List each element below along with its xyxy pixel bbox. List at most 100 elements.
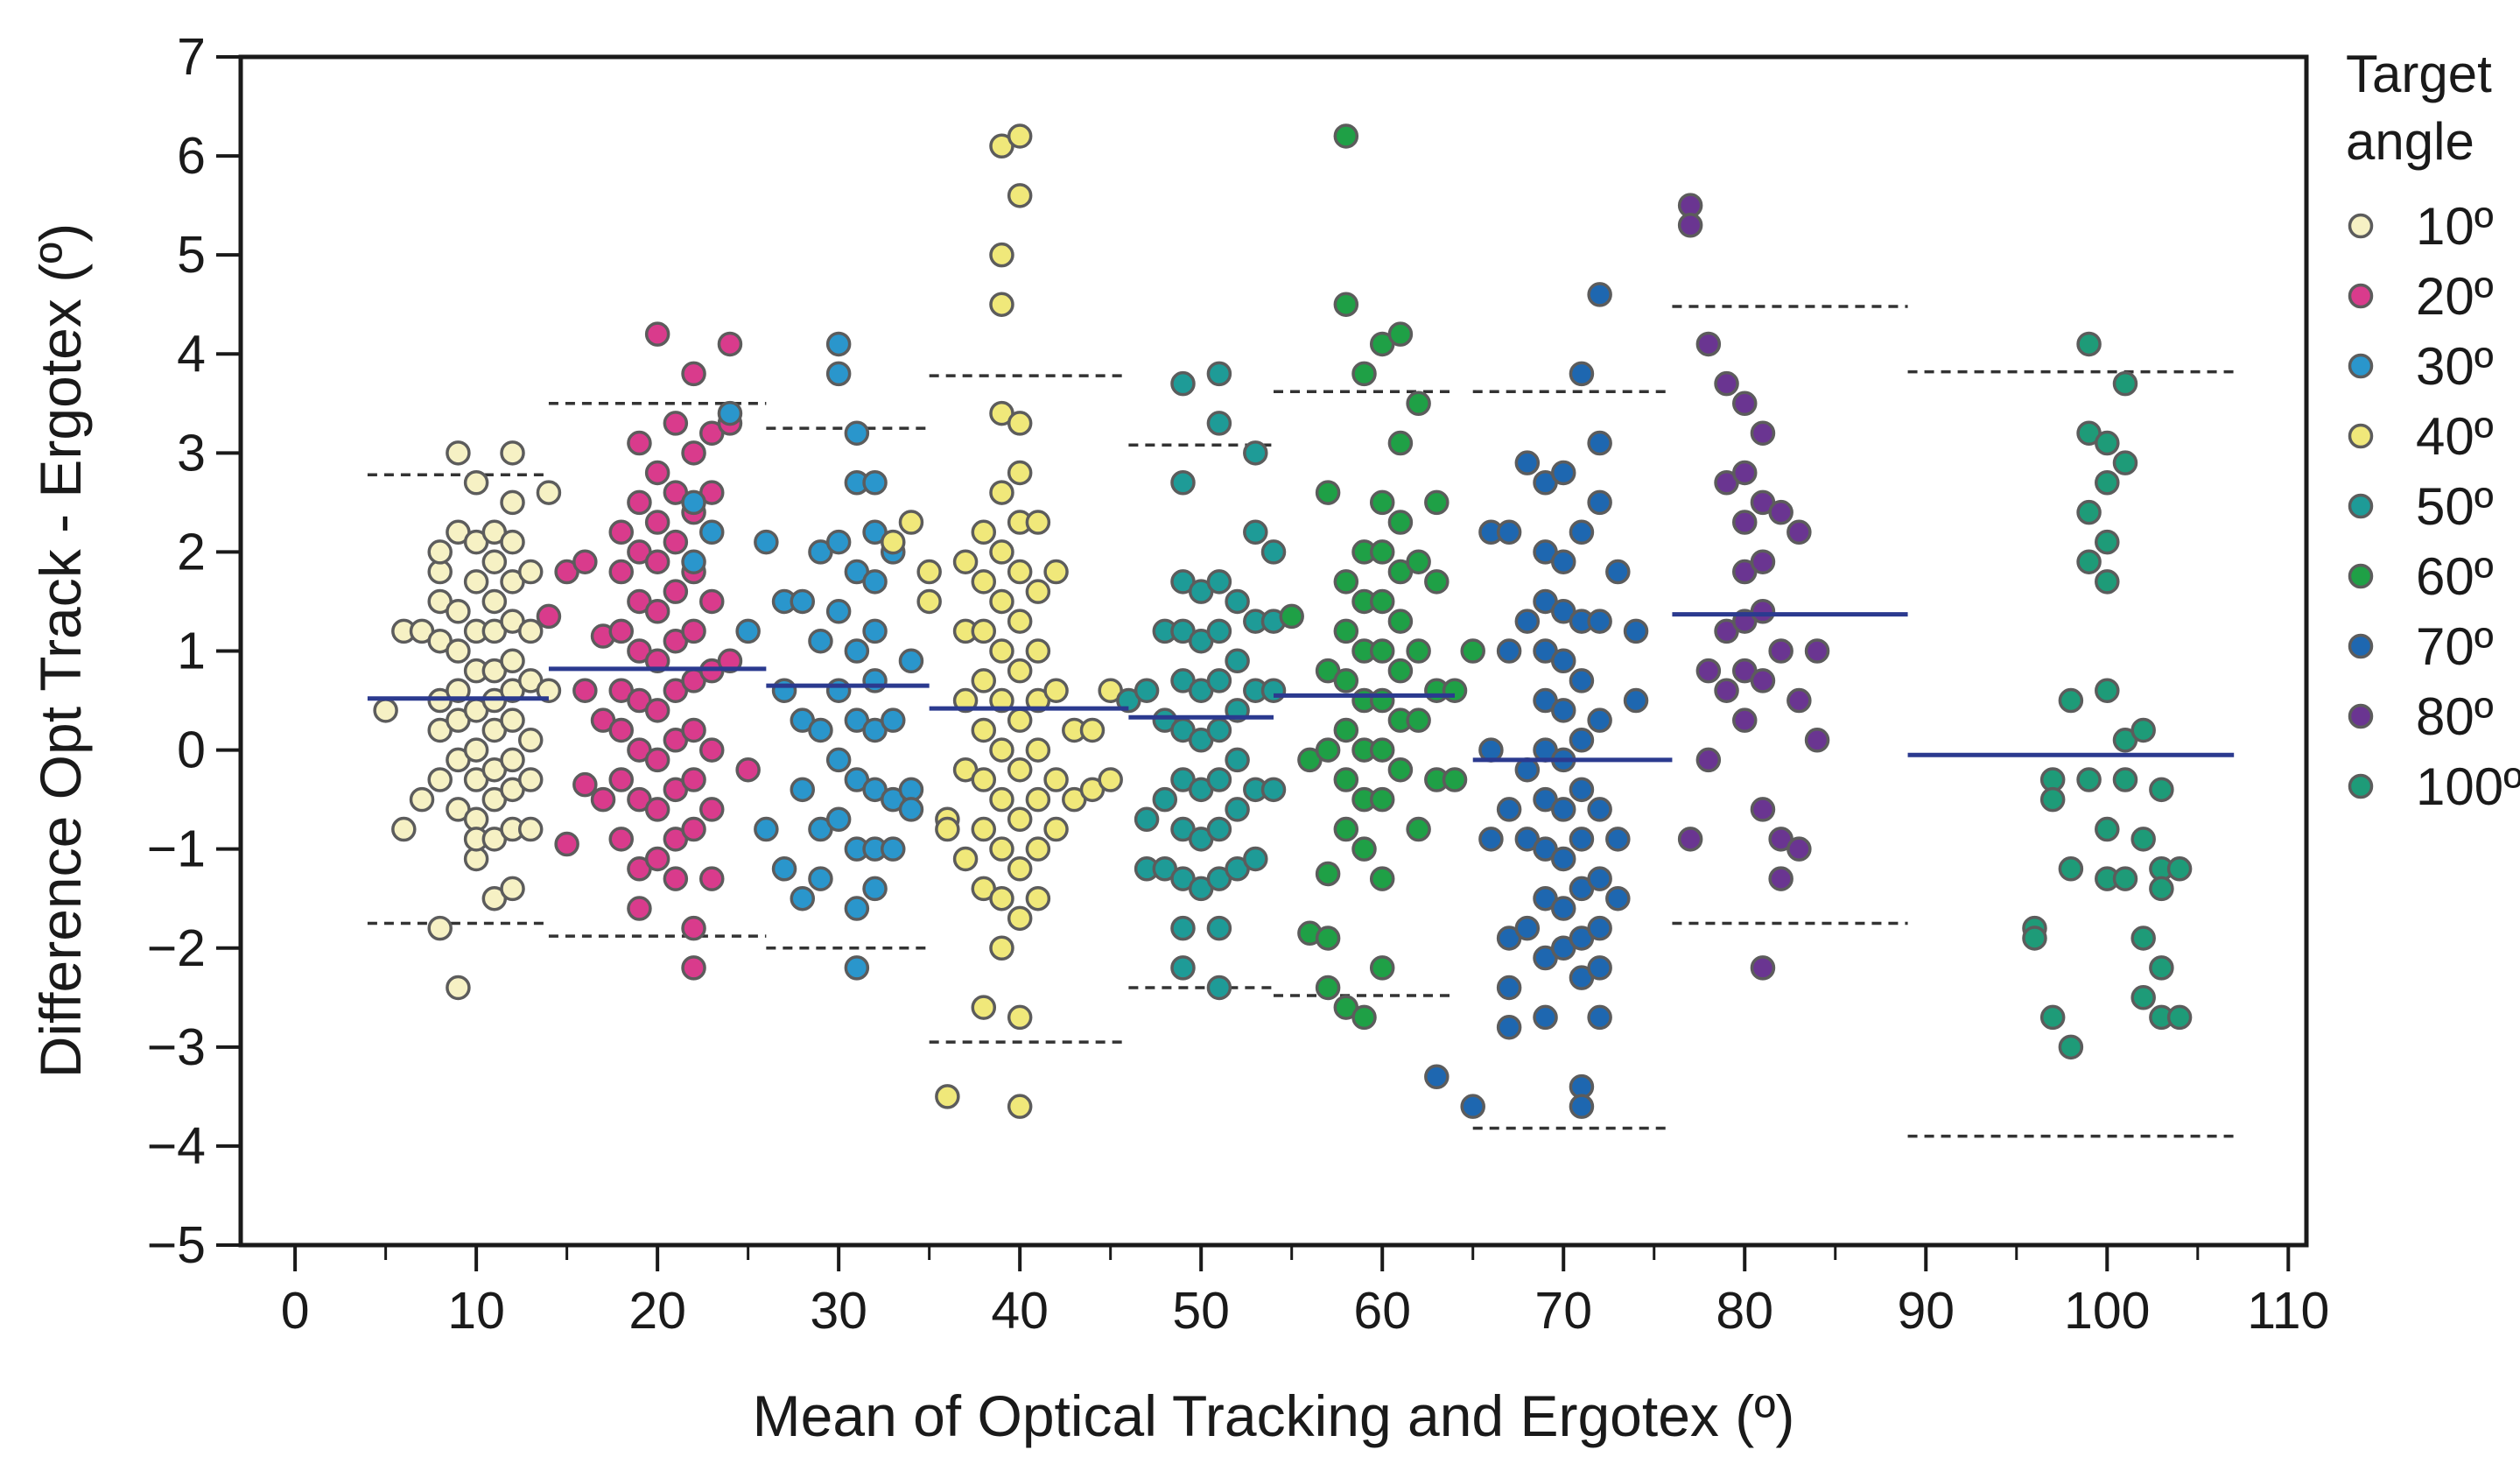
point-series-8 bbox=[2149, 876, 2174, 902]
point-series-1 bbox=[644, 648, 670, 674]
y-tick-label: 1 bbox=[177, 623, 206, 680]
point-series-8 bbox=[2095, 816, 2120, 842]
point-series-6 bbox=[1478, 737, 1504, 763]
point-series-4 bbox=[1225, 588, 1250, 615]
point-series-6 bbox=[1496, 975, 1522, 1001]
point-series-3 bbox=[952, 846, 979, 872]
point-series-4 bbox=[1225, 747, 1250, 773]
point-series-8 bbox=[2112, 767, 2138, 792]
point-series-1 bbox=[608, 559, 634, 585]
point-series-0 bbox=[446, 638, 471, 664]
point-series-2 bbox=[862, 876, 888, 902]
point-series-7 bbox=[1768, 866, 1793, 891]
legend-label: 50º bbox=[2416, 477, 2494, 536]
point-series-6 bbox=[1605, 559, 1631, 585]
point-series-3 bbox=[1025, 836, 1051, 862]
point-series-4 bbox=[1243, 519, 1268, 545]
point-series-4 bbox=[1134, 678, 1160, 703]
point-series-1 bbox=[681, 440, 706, 466]
point-series-3 bbox=[1007, 123, 1033, 149]
point-series-1 bbox=[644, 846, 670, 872]
legend-title-line-1: Target bbox=[2346, 45, 2492, 103]
point-series-8 bbox=[2166, 856, 2193, 882]
point-series-0 bbox=[517, 559, 544, 585]
point-series-7 bbox=[1804, 638, 1830, 664]
point-series-8 bbox=[2112, 370, 2138, 397]
point-series-6 bbox=[1550, 846, 1576, 872]
point-series-5 bbox=[1406, 816, 1431, 842]
point-series-2 bbox=[844, 955, 870, 981]
legend-title-line-2: angle bbox=[2346, 112, 2474, 171]
point-series-4 bbox=[1134, 806, 1160, 832]
legend-label: 60º bbox=[2416, 547, 2494, 606]
point-series-5 bbox=[1369, 955, 1395, 981]
point-series-3 bbox=[952, 687, 979, 714]
point-series-7 bbox=[1786, 687, 1812, 714]
point-series-7 bbox=[1731, 391, 1758, 417]
x-axis-ticks: 0 10 20 30 40 50 60 70 80 90 100 110 bbox=[281, 1245, 2329, 1340]
point-series-6 bbox=[1587, 797, 1612, 822]
x-tick-label: 110 bbox=[2247, 1282, 2329, 1340]
point-series-5 bbox=[1369, 638, 1395, 664]
point-series-1 bbox=[735, 757, 761, 783]
point-series-4 bbox=[1152, 786, 1178, 813]
point-series-7 bbox=[1804, 728, 1830, 753]
point-series-6 bbox=[1569, 777, 1595, 803]
point-series-8 bbox=[2095, 470, 2120, 496]
legend-marker bbox=[2348, 773, 2374, 799]
point-series-2 bbox=[754, 529, 779, 555]
point-series-2 bbox=[825, 361, 852, 387]
point-series-0 bbox=[463, 737, 489, 763]
point-series-5 bbox=[1315, 861, 1341, 887]
point-series-2 bbox=[898, 648, 924, 674]
point-series-6 bbox=[1587, 915, 1612, 941]
point-series-3 bbox=[1025, 885, 1051, 911]
point-series-6 bbox=[1587, 430, 1612, 456]
point-series-2 bbox=[790, 885, 816, 911]
point-series-2 bbox=[808, 866, 833, 891]
point-series-0 bbox=[463, 569, 489, 595]
point-series-5 bbox=[1351, 361, 1377, 387]
point-series-2 bbox=[698, 519, 725, 545]
point-series-4 bbox=[1206, 668, 1232, 693]
point-series-5 bbox=[1369, 588, 1395, 615]
point-series-6 bbox=[1514, 450, 1541, 475]
point-series-4 bbox=[1260, 539, 1287, 565]
x-tick-label: 60 bbox=[1353, 1282, 1411, 1340]
point-series-3 bbox=[1007, 411, 1033, 436]
point-series-6 bbox=[1569, 1094, 1595, 1119]
point-series-7 bbox=[1750, 599, 1776, 624]
point-series-3 bbox=[1043, 767, 1069, 792]
x-tick-label: 40 bbox=[991, 1282, 1049, 1340]
point-series-6 bbox=[1587, 609, 1612, 634]
point-series-2 bbox=[771, 856, 797, 882]
x-tick-label: 80 bbox=[1716, 1282, 1773, 1340]
point-series-2 bbox=[790, 777, 816, 803]
point-series-1 bbox=[681, 767, 706, 792]
point-series-1 bbox=[608, 767, 634, 792]
point-series-2 bbox=[681, 549, 706, 574]
point-series-2 bbox=[898, 797, 924, 822]
point-series-1 bbox=[627, 430, 652, 456]
legend-marker bbox=[2348, 353, 2374, 379]
point-series-0 bbox=[446, 599, 471, 624]
point-series-7 bbox=[1714, 370, 1739, 397]
point-series-1 bbox=[644, 510, 670, 535]
legend-label: 40º bbox=[2416, 407, 2494, 466]
point-series-5 bbox=[1315, 926, 1341, 951]
point-series-8 bbox=[2149, 955, 2174, 981]
point-series-6 bbox=[1587, 282, 1612, 307]
point-series-6 bbox=[1550, 549, 1576, 574]
point-series-1 bbox=[663, 529, 689, 555]
point-series-7 bbox=[1750, 797, 1776, 822]
point-series-7 bbox=[1786, 836, 1812, 862]
point-series-5 bbox=[1387, 430, 1414, 456]
point-series-3 bbox=[989, 687, 1014, 714]
point-series-6 bbox=[1533, 1004, 1558, 1031]
point-series-3 bbox=[989, 539, 1014, 565]
point-series-7 bbox=[1677, 827, 1703, 852]
point-series-3 bbox=[971, 519, 997, 545]
point-series-3 bbox=[1025, 737, 1051, 763]
